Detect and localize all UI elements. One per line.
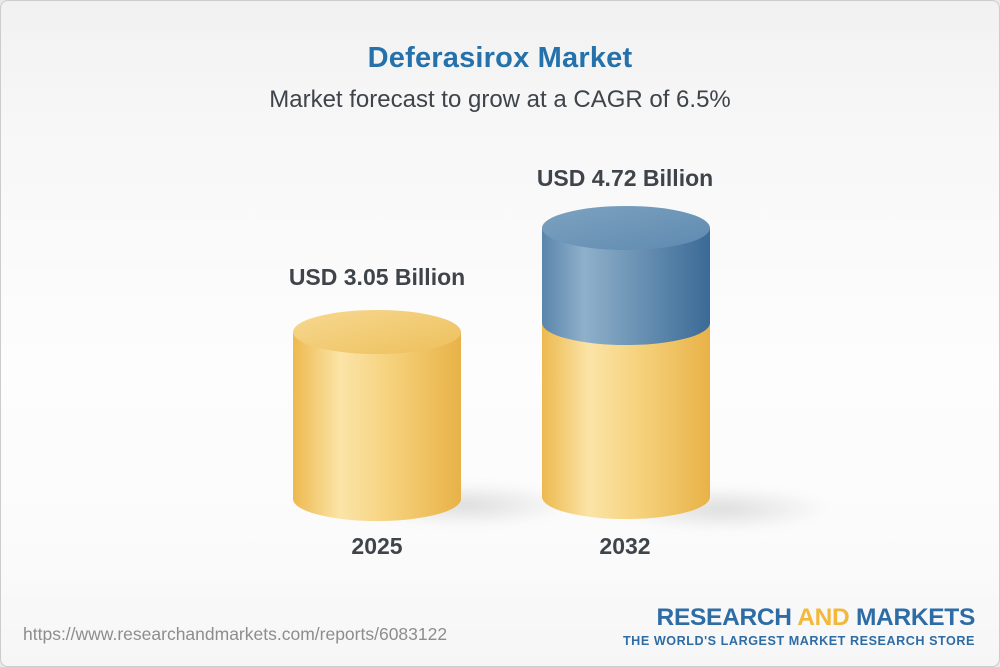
- cylinder-body-gold-2025: [293, 332, 461, 521]
- x-axis-label-2032: 2032: [599, 533, 651, 559]
- logo-word-and: AND: [797, 604, 850, 631]
- bar-cylinder-2032: [542, 206, 710, 519]
- research-and-markets-logo: RESEARCH AND MARKETS THE WORLD'S LARGEST…: [623, 604, 975, 648]
- bar-value-label-2025: USD 3.05 Billion: [288, 264, 466, 290]
- page-title: Deferasirox Market: [367, 42, 633, 74]
- cylinder-body-gold-2032: [542, 315, 710, 519]
- logo-word-research: RESEARCH: [656, 604, 792, 631]
- logo-word-markets: MARKETS: [855, 604, 975, 631]
- cylinder-top-blue-2032: [542, 206, 710, 250]
- logo-wordmark: RESEARCH AND MARKETS: [623, 604, 976, 632]
- x-axis-label-2025: 2025: [351, 533, 403, 559]
- page-subtitle: Market forecast to grow at a CAGR of 6.5…: [269, 86, 731, 113]
- report-url: https://www.researchandmarkets.com/repor…: [23, 624, 448, 644]
- cylinder-top-gold-2025: [293, 310, 461, 354]
- cylinder-body-blue-2032: [542, 228, 710, 345]
- bar-value-label-2032: USD 4.72 Billion: [536, 165, 714, 191]
- logo-tagline: THE WORLD'S LARGEST MARKET RESEARCH STOR…: [622, 634, 975, 648]
- bar-cylinder-2025: [293, 310, 461, 521]
